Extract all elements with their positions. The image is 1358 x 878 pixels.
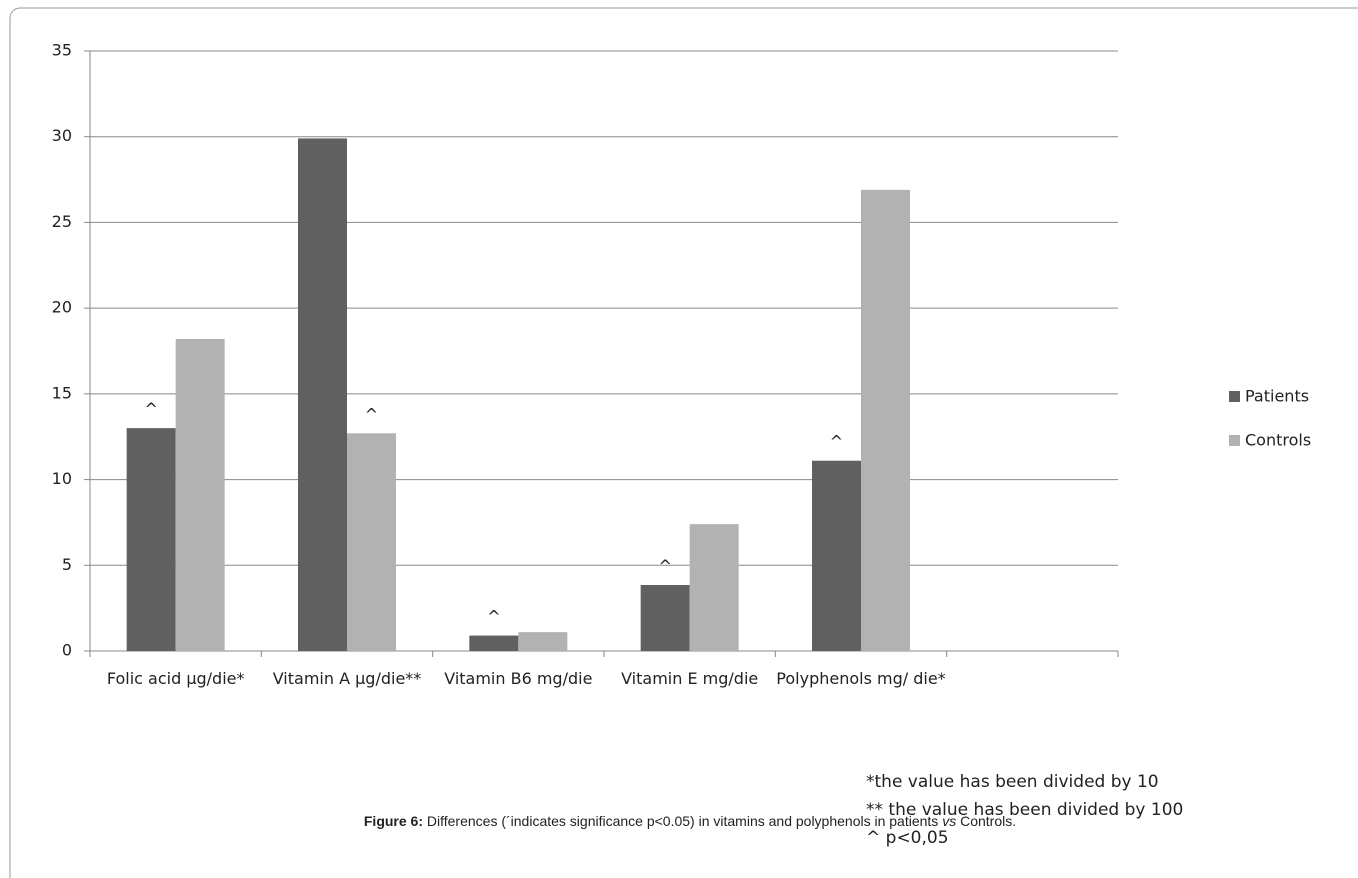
note: ^ p<0,05 (866, 828, 949, 848)
y-tick-label: 5 (62, 555, 72, 574)
y-tick-label: 0 (62, 641, 72, 660)
frame (9, 7, 1358, 878)
x-tick-label: Vitamin A µg/die** (272, 669, 422, 688)
y-tick-label: 20 (52, 298, 72, 317)
bar (518, 632, 568, 651)
x-tick-label: Polyphenols mg/ die* (776, 669, 946, 688)
bar (347, 433, 396, 651)
bar (689, 524, 739, 651)
note: *the value has been divided by 10 (866, 772, 1159, 792)
x-tick-label: Vitamin B6 mg/die (444, 669, 593, 688)
y-tick-label: 15 (52, 383, 72, 402)
annotation: ^ (658, 557, 671, 576)
bar (861, 189, 910, 651)
bar (469, 635, 519, 651)
y-tick-label: 10 (52, 469, 72, 488)
caption-label: Figure 6: (363, 813, 423, 829)
x-tick-label: Folic acid µg/die* (106, 669, 245, 688)
bar (812, 460, 861, 651)
annotation: ^ (487, 607, 500, 626)
note: ** the value has been divided by 100 (866, 800, 1184, 820)
bar (298, 138, 347, 651)
x-tick-label: Vitamin E mg/die (621, 669, 759, 688)
y-tick-label: 30 (52, 126, 72, 145)
legend-label: Patients (1245, 387, 1309, 406)
legend-label: Controls (1245, 431, 1311, 450)
caption: Figure 6: Differences (´indicates signif… (0, 813, 1358, 829)
annotation: ^ (144, 400, 157, 419)
bar (640, 585, 690, 651)
caption-text: Differences (´indicates significance p<0… (423, 813, 943, 829)
bar (175, 339, 225, 651)
caption-text: vs (942, 813, 957, 829)
annotation: ^ (830, 432, 843, 451)
caption-text: Controls. (956, 813, 1017, 829)
annotation: ^ (365, 405, 378, 424)
legend-swatch (1229, 435, 1240, 446)
bar (126, 428, 176, 651)
legend-swatch (1229, 391, 1240, 402)
y-tick-label: 25 (52, 212, 72, 231)
y-tick-label: 35 (52, 41, 72, 60)
